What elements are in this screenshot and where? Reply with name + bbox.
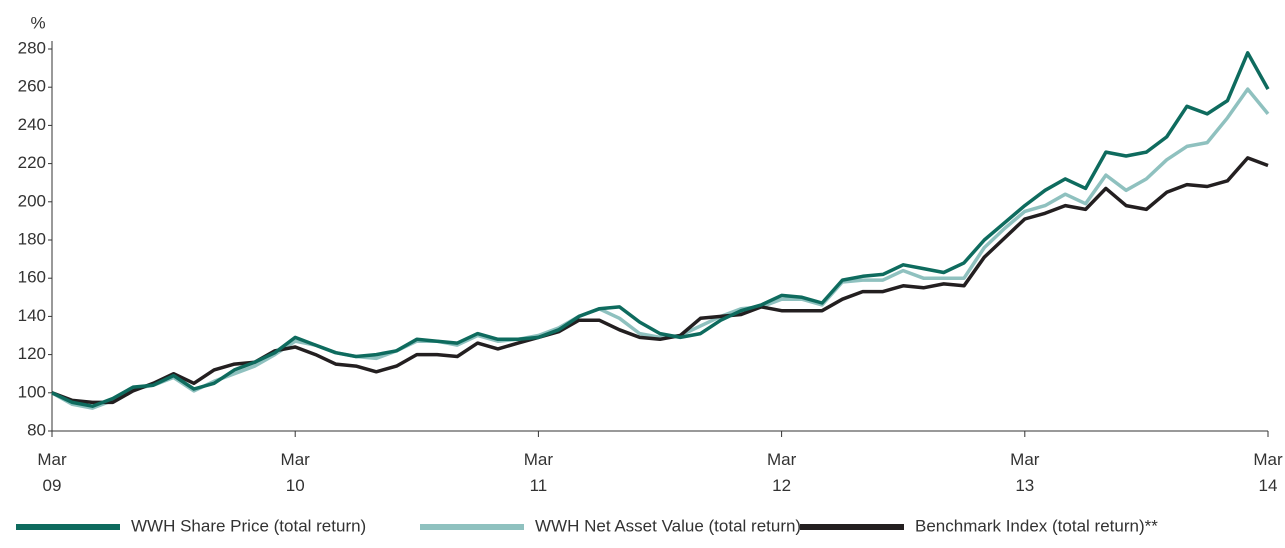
- y-tick-label: 100: [18, 382, 46, 401]
- legend-label: WWH Share Price (total return): [131, 516, 366, 535]
- x-tick-label: Mar 10: [281, 450, 311, 495]
- y-tick-label: 260: [18, 77, 46, 96]
- y-tick-label: 80: [27, 420, 46, 439]
- y-tick-label: 140: [18, 306, 46, 325]
- y-tick-label: 280: [18, 38, 46, 57]
- x-tick-label: Mar 14: [1253, 450, 1283, 495]
- x-tick-label: Mar 13: [1010, 450, 1040, 495]
- y-tick-label: 120: [18, 344, 46, 363]
- legend-label: WWH Net Asset Value (total return): [535, 516, 801, 535]
- y-tick-label: 160: [18, 268, 46, 287]
- data-line: [51, 156, 1269, 405]
- y-tick-label: 180: [18, 229, 46, 248]
- x-tick-label: Mar 11: [524, 450, 554, 495]
- data-line: [51, 51, 1270, 408]
- data-line: [51, 87, 1270, 410]
- y-axis-label: %: [30, 13, 45, 32]
- legend-label: Benchmark Index (total return)**: [915, 516, 1158, 535]
- x-tick-label: Mar 09: [37, 450, 67, 495]
- y-tick-label: 200: [18, 191, 46, 210]
- x-tick-label: Mar 12: [767, 450, 797, 495]
- y-tick-label: 240: [18, 115, 46, 134]
- y-tick-label: 220: [18, 153, 46, 172]
